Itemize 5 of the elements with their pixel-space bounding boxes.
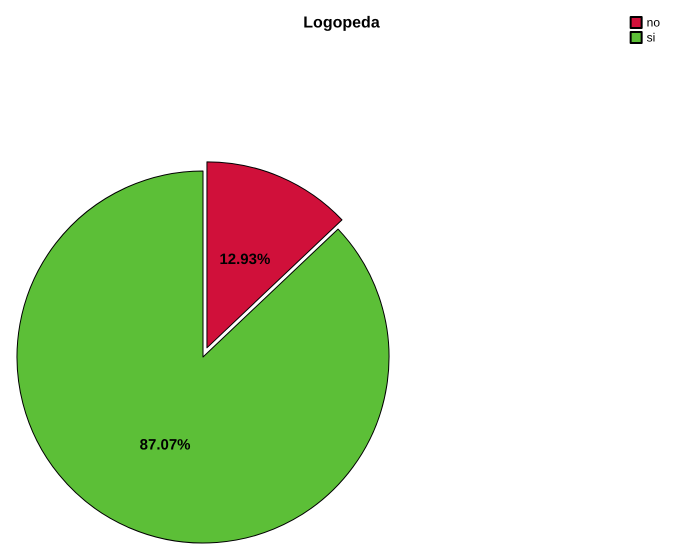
legend-label: no (646, 16, 660, 30)
chart-title: Logopeda (303, 14, 380, 32)
data-label: 87.07% (140, 436, 191, 454)
data-label: 12.93% (219, 251, 270, 268)
legend-label: si (646, 30, 656, 44)
